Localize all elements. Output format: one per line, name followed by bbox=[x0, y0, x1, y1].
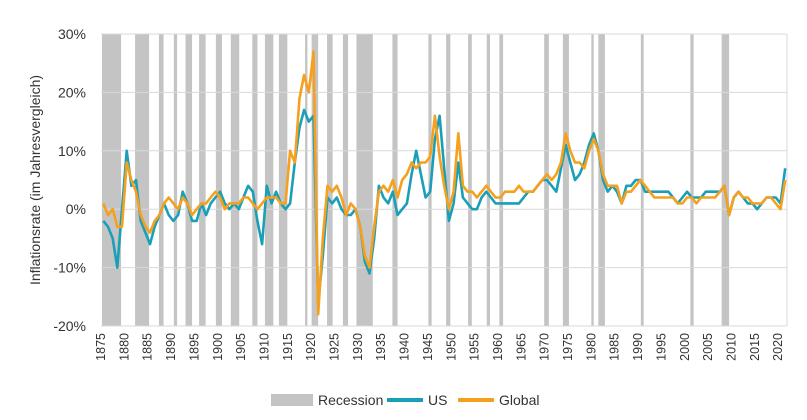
x-tick-label: 1975 bbox=[561, 333, 575, 361]
recession-bar bbox=[446, 34, 451, 326]
recession-bar bbox=[230, 34, 240, 326]
x-tick-label: 1955 bbox=[468, 333, 482, 361]
x-tick-label: 1930 bbox=[351, 333, 365, 361]
recession-bar bbox=[468, 34, 472, 326]
recession-bar bbox=[185, 34, 193, 326]
recession-bars bbox=[101, 34, 730, 326]
x-tick-label: 2005 bbox=[701, 333, 715, 361]
recession-bar bbox=[690, 34, 694, 326]
recession-bar bbox=[252, 34, 258, 326]
x-tick-label: 1970 bbox=[538, 333, 552, 361]
x-tick-label: 2000 bbox=[678, 333, 692, 361]
y-tick-label: 0% bbox=[66, 201, 86, 217]
recession-bar bbox=[562, 34, 569, 326]
legend-swatch-us bbox=[387, 398, 423, 402]
x-tick-label: 1945 bbox=[421, 333, 435, 361]
y-tick-label: -20% bbox=[53, 318, 86, 334]
x-tick-label: 1910 bbox=[257, 333, 271, 361]
legend-swatch-recession bbox=[271, 394, 313, 406]
x-tick-label: 1950 bbox=[444, 333, 458, 361]
legend-label-recession: Recession bbox=[318, 392, 383, 408]
recession-bar bbox=[342, 34, 349, 326]
recession-bar bbox=[158, 34, 164, 326]
recession-bar bbox=[135, 34, 150, 326]
y-tick-label: 30% bbox=[58, 26, 86, 42]
x-tick-label: 2020 bbox=[771, 333, 785, 361]
y-axis-label: Inflationsrate (im Jahresvergleich) bbox=[27, 75, 43, 285]
x-tick-label: 1920 bbox=[304, 333, 318, 361]
recession-bar bbox=[721, 34, 730, 326]
recession-bar bbox=[173, 34, 178, 326]
x-tick-label: 1940 bbox=[398, 333, 412, 361]
y-axis-ticks: -20% -10% 0% 10% 20% 30% bbox=[53, 26, 86, 334]
recession-bar bbox=[640, 34, 644, 326]
recession-bar bbox=[101, 34, 122, 326]
x-tick-label: 1895 bbox=[187, 333, 201, 361]
recession-bar bbox=[199, 34, 206, 326]
x-tick-label: 1885 bbox=[141, 333, 155, 361]
recession-bar bbox=[305, 34, 308, 326]
recession-bar bbox=[278, 34, 288, 326]
x-tick-label: 1985 bbox=[608, 333, 622, 361]
recession-bar bbox=[264, 34, 274, 326]
gridlines bbox=[101, 33, 788, 327]
x-tick-label: 1935 bbox=[374, 333, 388, 361]
x-axis-ticks: 1875 1880 1885 1890 1895 1900 1905 1910 1915 1920… bbox=[94, 333, 785, 361]
recession-bar bbox=[215, 34, 222, 326]
y-tick-label: -10% bbox=[53, 260, 86, 276]
legend-label-global: Global bbox=[499, 392, 539, 408]
x-tick-label: 1965 bbox=[514, 333, 528, 361]
legend: Recession US Global bbox=[271, 392, 539, 408]
series-lines bbox=[102, 50, 787, 316]
recession-bar bbox=[499, 34, 504, 326]
y-tick-label: 20% bbox=[58, 84, 86, 100]
series-line-global bbox=[102, 50, 787, 316]
x-tick-label: 1980 bbox=[584, 333, 598, 361]
recession-bar bbox=[392, 34, 398, 326]
x-tick-label: 2010 bbox=[724, 333, 738, 361]
legend-swatch-global bbox=[458, 398, 494, 402]
x-tick-label: 1905 bbox=[234, 333, 248, 361]
y-tick-label: 10% bbox=[58, 143, 86, 159]
x-tick-label: 1960 bbox=[491, 333, 505, 361]
x-tick-label: 1925 bbox=[328, 333, 342, 361]
recession-bar bbox=[598, 34, 605, 326]
x-tick-label: 1875 bbox=[94, 333, 108, 361]
x-tick-label: 1995 bbox=[654, 333, 668, 361]
recession-bar bbox=[486, 34, 491, 326]
x-tick-label: 1890 bbox=[164, 333, 178, 361]
legend-label-us: US bbox=[428, 392, 447, 408]
x-tick-label: 1900 bbox=[211, 333, 225, 361]
x-tick-label: 2015 bbox=[748, 333, 762, 361]
x-tick-label: 1990 bbox=[631, 333, 645, 361]
recession-bar bbox=[356, 34, 373, 326]
recession-bar bbox=[327, 34, 333, 326]
recession-bar bbox=[591, 34, 594, 326]
x-tick-label: 1880 bbox=[117, 333, 131, 361]
x-tick-label: 1915 bbox=[281, 333, 295, 361]
